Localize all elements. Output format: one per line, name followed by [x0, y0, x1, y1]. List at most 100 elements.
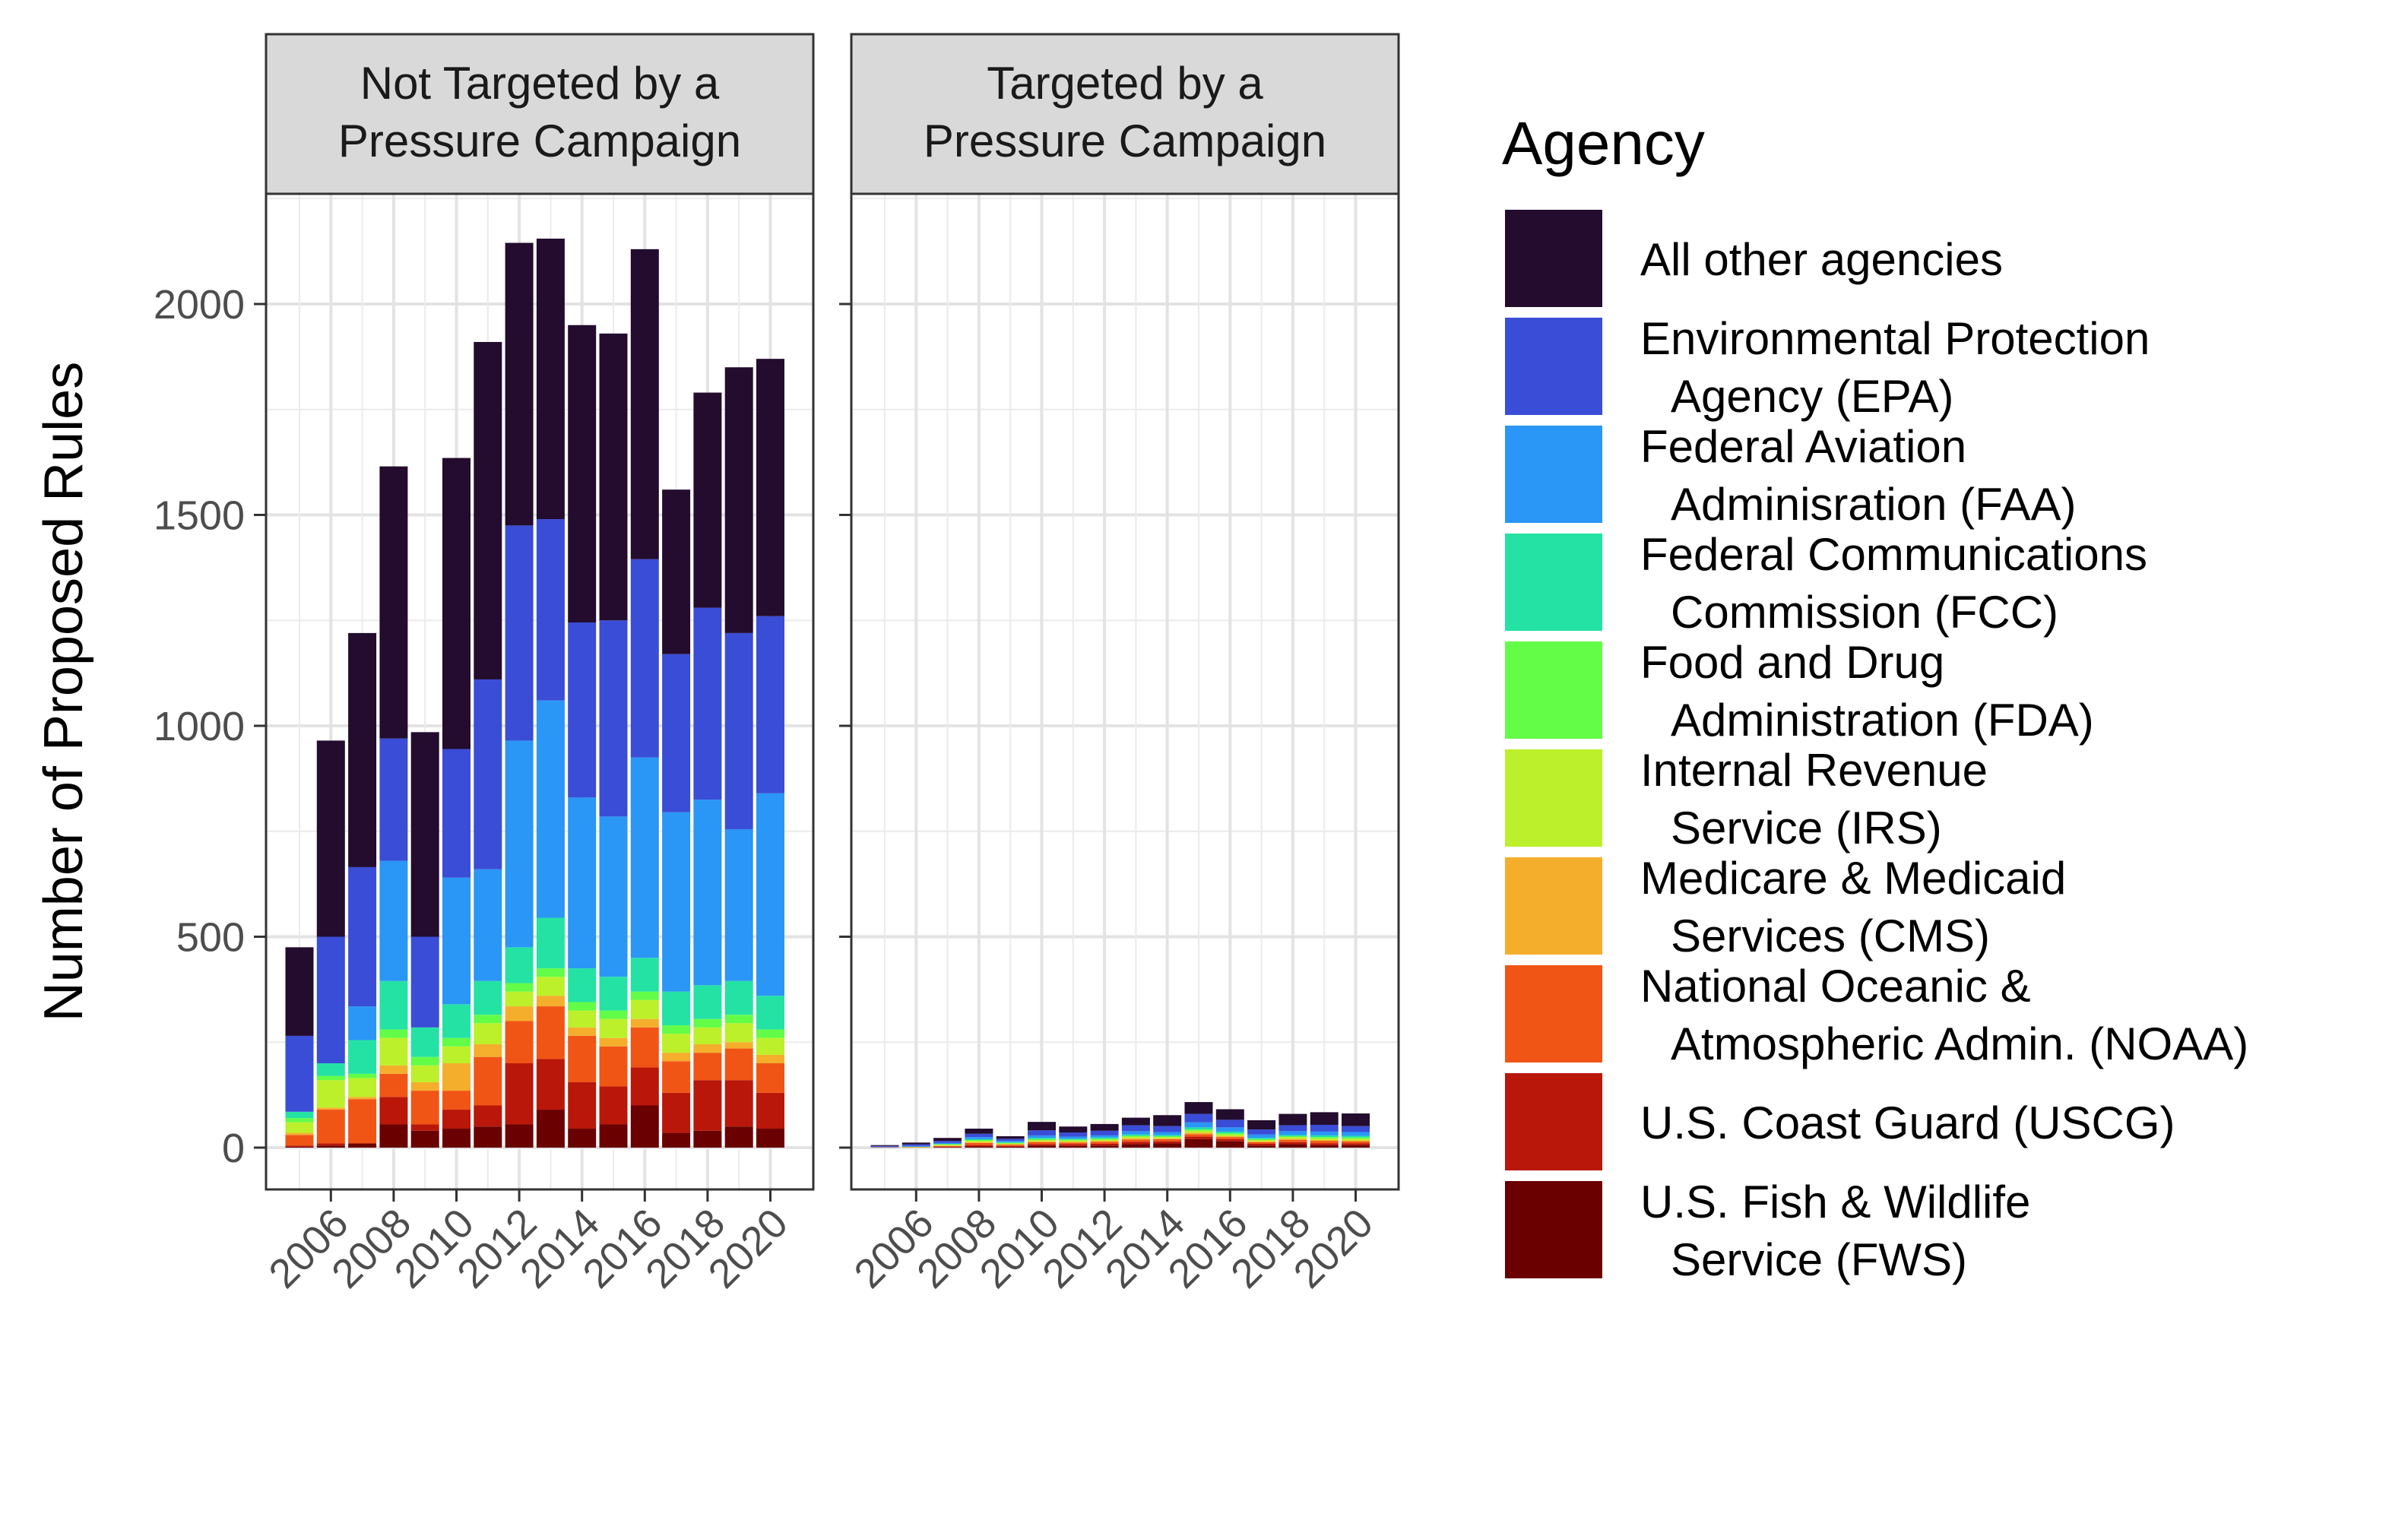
bar-segment — [1342, 1145, 1370, 1148]
bar-segment — [933, 1146, 962, 1148]
bar-segment — [379, 1124, 408, 1148]
bar-segment — [536, 968, 565, 977]
bar-segment — [442, 877, 471, 1005]
bar-segment — [1278, 1113, 1307, 1126]
bar-segment — [316, 1080, 345, 1108]
bar-segment — [568, 1035, 597, 1082]
bar-segment — [1342, 1113, 1370, 1126]
bar-segment — [285, 1122, 314, 1133]
bar-segment — [285, 1135, 314, 1146]
y-axis-title: Number of Proposed Rules — [33, 362, 94, 1021]
bar-segment — [870, 1146, 899, 1148]
bar-segment — [901, 1142, 930, 1145]
bar-segment — [630, 1105, 659, 1148]
bar-segment — [1278, 1131, 1307, 1135]
bar-segment — [348, 1040, 377, 1074]
bar-segment — [536, 238, 565, 520]
bar-segment — [1310, 1140, 1339, 1142]
bar-segment — [662, 812, 691, 992]
bar-segment — [1184, 1136, 1213, 1139]
bar-segment — [568, 968, 597, 1002]
bar-segment — [662, 654, 691, 812]
legend-label: Agency (EPA) — [1671, 371, 1953, 422]
legend-key — [1505, 749, 1602, 847]
bar-segment — [1184, 1139, 1213, 1148]
bar-segment — [724, 1023, 753, 1043]
bar-segment — [662, 1132, 691, 1148]
bar-segment — [901, 1146, 930, 1148]
bar-segment — [1215, 1137, 1244, 1139]
bar-segment — [348, 866, 377, 1007]
bar-segment — [568, 1002, 597, 1011]
bar-segment — [1247, 1138, 1276, 1139]
bar-segment — [693, 1018, 722, 1028]
bar-segment — [285, 1118, 314, 1123]
bar-segment — [996, 1145, 1025, 1147]
bar-segment — [1278, 1140, 1307, 1142]
facet-strip-label: Targeted by a — [987, 58, 1263, 109]
bar-segment — [1028, 1135, 1056, 1139]
legend-label: National Oceanic & — [1640, 961, 2031, 1012]
bar-segment — [1247, 1145, 1276, 1148]
bar-segment — [474, 1056, 502, 1106]
bar-segment — [724, 1080, 753, 1127]
bar-segment — [474, 980, 502, 1015]
bar-segment — [1059, 1132, 1088, 1137]
legend-key — [1505, 318, 1602, 415]
legend-key — [1505, 426, 1602, 523]
bar-segment — [316, 740, 345, 937]
bar-segment — [1153, 1136, 1182, 1138]
bar-segment — [1153, 1141, 1182, 1144]
bar-segment — [662, 1053, 691, 1062]
bar-segment — [630, 1067, 659, 1106]
bar-segment — [1059, 1140, 1088, 1142]
bar-segment — [662, 1092, 691, 1133]
bar-segment — [505, 740, 534, 948]
bar-segment — [1247, 1120, 1276, 1130]
bar-segment — [996, 1136, 1025, 1139]
bar-segment — [1059, 1145, 1088, 1148]
bar-segment — [1028, 1142, 1056, 1145]
bar-segment — [630, 958, 659, 992]
bar-segment — [285, 1035, 314, 1112]
bar-segment — [536, 996, 565, 1007]
bar-segment — [933, 1138, 962, 1142]
legend-label: Services (CMS) — [1671, 911, 1990, 961]
bar-segment — [996, 1139, 1025, 1142]
panel-background — [851, 194, 1399, 1189]
bar-segment — [1121, 1136, 1150, 1139]
bar-segment — [285, 1146, 314, 1148]
bar-segment — [505, 242, 534, 526]
bar-segment — [316, 1145, 345, 1148]
bar-segment — [693, 1130, 722, 1148]
bar-segment — [1342, 1140, 1370, 1142]
bar-segment — [316, 1063, 345, 1076]
bar-segment — [965, 1133, 993, 1138]
bar-segment — [1184, 1113, 1213, 1123]
legend-label: Service (FWS) — [1671, 1234, 1967, 1285]
bar-segment — [1278, 1142, 1307, 1145]
bar-segment — [1184, 1132, 1213, 1135]
bar-segment — [442, 1129, 471, 1148]
bar-segment — [1215, 1141, 1244, 1148]
bar-segment — [756, 996, 784, 1030]
bar-segment — [1153, 1135, 1182, 1137]
legend-label: Food and Drug — [1640, 637, 1944, 688]
bar-segment — [933, 1147, 962, 1148]
bar-segment — [1184, 1129, 1213, 1131]
bar-segment — [1121, 1142, 1150, 1145]
bar-segment — [996, 1145, 1025, 1146]
bar-segment — [724, 367, 753, 633]
bar-segment — [410, 1027, 439, 1057]
bar-segment — [1342, 1126, 1370, 1132]
bar-segment — [1342, 1137, 1370, 1139]
bar-segment — [1278, 1136, 1307, 1138]
bar-segment — [1184, 1122, 1213, 1128]
bar-segment — [1247, 1129, 1276, 1135]
bar-segment — [410, 1082, 439, 1091]
bar-segment — [316, 1143, 345, 1146]
legend-label: Federal Aviation — [1640, 421, 1966, 472]
bar-segment — [505, 1124, 534, 1148]
bar-segment — [379, 1065, 408, 1074]
bar-segment — [599, 1086, 628, 1125]
